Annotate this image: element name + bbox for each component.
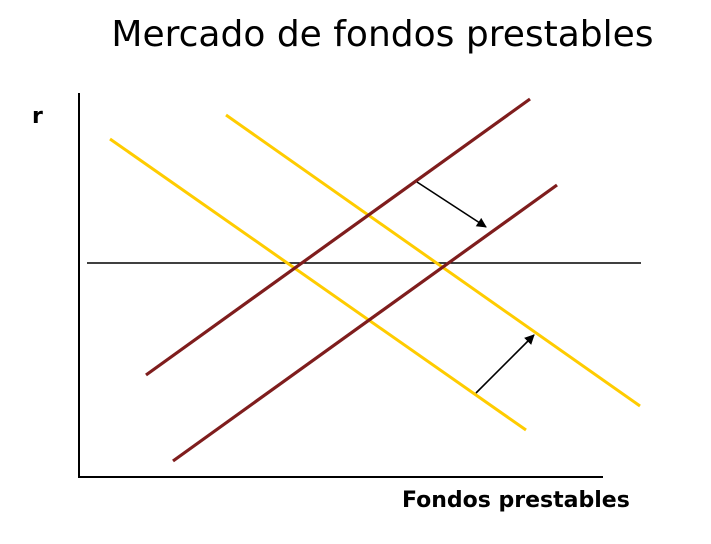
diagram-title: Mercado de fondos prestables [111, 14, 654, 55]
demand-curve-shifted [225, 113, 641, 408]
y-axis-label: r [32, 104, 43, 129]
supply-curve-initial [145, 97, 531, 377]
x-axis-label: Fondos prestables [402, 488, 630, 513]
demand-shift-arrow [475, 334, 535, 394]
supply-curve-shifted [172, 183, 558, 463]
demand-curve-initial [109, 137, 527, 432]
supply-shift-arrow [416, 181, 487, 228]
